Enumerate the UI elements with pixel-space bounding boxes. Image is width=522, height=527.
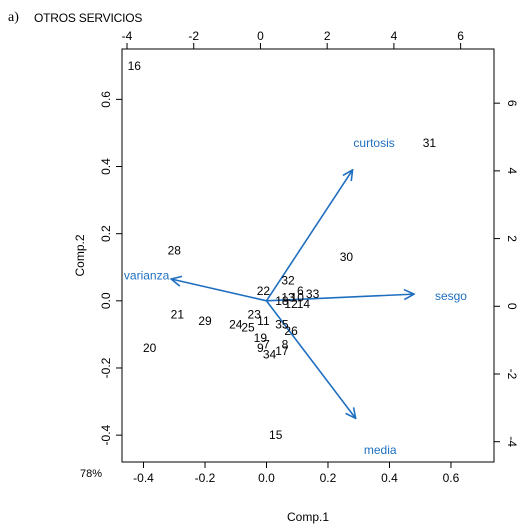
y-tick-label: 0.6 [99, 91, 113, 108]
top-tick-label: 4 [391, 29, 398, 43]
point-label-35: 35 [275, 317, 289, 331]
point-label-14: 14 [297, 297, 311, 311]
y-tick-label: -0.4 [99, 424, 113, 445]
point-label-34: 34 [263, 348, 277, 362]
point-label-18: 18 [275, 294, 289, 308]
point-label-24: 24 [229, 317, 243, 331]
point-label-33: 33 [306, 287, 320, 301]
point-label-23: 23 [248, 307, 262, 321]
point-label-19: 19 [254, 331, 268, 345]
loading-label-curtosis: curtosis [353, 136, 394, 150]
point-label-15: 15 [269, 428, 283, 442]
point-label-25: 25 [241, 321, 255, 335]
point-label-17: 17 [275, 344, 289, 358]
point-label-32: 32 [281, 274, 295, 288]
top-tick-label: -4 [122, 29, 133, 43]
right-tick-label: -4 [505, 436, 519, 447]
point-label-20: 20 [143, 341, 157, 355]
point-label-7: 7 [263, 337, 270, 351]
y-tick-label: -0.2 [99, 357, 113, 378]
axes-layer: -0.4 -0.2 0.0 0.2 0.4 0.6 -0.4 -0.2 0.0 0.2 0.4 0.6… [73, 29, 519, 524]
point-label-22: 22 [257, 284, 271, 298]
top-tick-label: 0 [257, 29, 264, 43]
top-tick-label: 6 [457, 29, 464, 43]
right-tick-label: 0 [505, 303, 519, 310]
right-tick-label: -2 [505, 369, 519, 380]
point-label-10: 10 [291, 290, 305, 304]
point-label-29: 29 [198, 314, 212, 328]
y-tick-label: 0.2 [99, 225, 113, 242]
loading-arrow-curtosis [265, 170, 352, 302]
loading-arrow-varianza [171, 279, 267, 302]
plot-frame [121, 48, 495, 463]
x-tick-label: 0.0 [258, 471, 275, 485]
point-label-26: 26 [284, 324, 298, 338]
point-label-21: 21 [171, 307, 185, 321]
x-tick-label: 0.2 [320, 471, 337, 485]
variance-note: 78% [80, 468, 103, 480]
point-label-13: 13 [281, 290, 295, 304]
point-label-31: 31 [423, 136, 437, 150]
arrows-layer: curtosis sesgo varianza media [124, 136, 467, 457]
chart-title: OTROS SERVICIOS [34, 11, 143, 25]
top-tick-label: -2 [188, 29, 199, 43]
right-tick-label: 2 [505, 235, 519, 242]
point-label-11: 11 [257, 314, 270, 328]
figure-label: a) [8, 10, 19, 25]
loading-label-sesgo: sesgo [435, 289, 467, 303]
loading-label-varianza: varianza [124, 269, 170, 283]
y-axis-title: Comp.2 [73, 234, 87, 276]
x-tick-label: -0.4 [133, 471, 154, 485]
x-tick-label: 0.6 [443, 471, 460, 485]
point-label-30: 30 [340, 250, 354, 264]
point-label-16: 16 [128, 59, 142, 73]
x-tick-label: -0.2 [195, 471, 216, 485]
loading-label-media: media [364, 443, 397, 457]
point-label-28: 28 [168, 243, 182, 257]
point-label-9: 9 [257, 341, 264, 355]
x-tick-label: 0.4 [381, 471, 398, 485]
loading-arrow-media [265, 300, 355, 419]
point-label-12: 12 [284, 297, 298, 311]
point-label-8: 8 [282, 337, 289, 351]
top-tick-label: 2 [324, 29, 331, 43]
y-tick-label: 0.0 [99, 292, 113, 309]
right-tick-label: 4 [505, 168, 519, 175]
x-axis-title: Comp.1 [287, 510, 329, 524]
y-tick-label: 0.4 [99, 158, 113, 175]
loading-arrow-sesgo [266, 294, 414, 302]
right-tick-label: 6 [505, 100, 519, 107]
point-label-6: 6 [297, 284, 304, 298]
